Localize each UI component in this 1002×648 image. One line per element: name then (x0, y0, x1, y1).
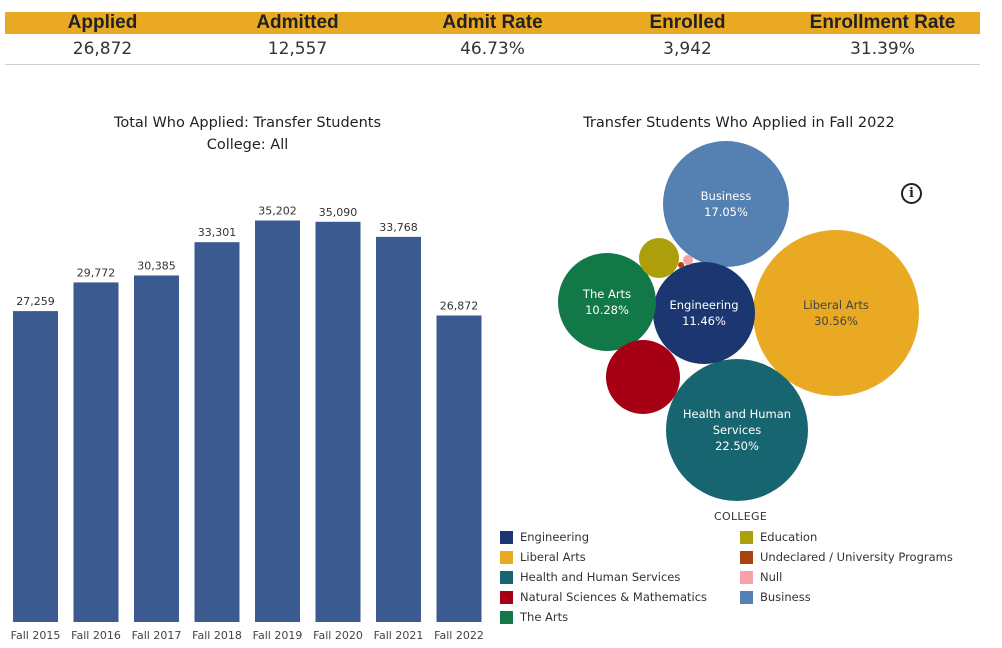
x-tick-label: Fall 2018 (192, 629, 242, 642)
bar-value-label: 29,772 (77, 266, 116, 279)
bar-fall-2017[interactable] (134, 275, 179, 622)
bubble-label: Services (713, 423, 762, 437)
bubble-engineering[interactable] (653, 262, 755, 364)
bubble-label: Business (701, 189, 752, 203)
bubble-label: The Arts (582, 287, 631, 301)
bubble-chart-title: Transfer Students Who Applied in Fall 20… (583, 115, 895, 131)
legend-item[interactable]: Engineering (500, 529, 589, 545)
legend-label: Health and Human Services (520, 570, 681, 584)
bar-fall-2016[interactable] (73, 282, 119, 622)
bubble-natural-sciences-mathematics[interactable] (606, 340, 680, 414)
bar-chart-title-block: Total Who Applied: Transfer Students Col… (0, 112, 495, 156)
bar-value-label: 33,301 (198, 226, 237, 239)
legend-item[interactable]: Health and Human Services (500, 569, 680, 585)
legend-label: The Arts (520, 610, 569, 624)
bubble-label: Engineering (670, 298, 739, 312)
bubble-business[interactable] (663, 141, 789, 267)
bar-value-label: 30,385 (137, 259, 176, 272)
kpi-header-row: Applied Admitted Admit Rate Enrolled Enr… (5, 12, 980, 34)
bubble-label: 17.05% (704, 205, 748, 219)
legend-label: Undeclared / University Programs (760, 550, 953, 564)
bubble-null[interactable] (683, 255, 693, 265)
legend-title: COLLEGE (714, 510, 768, 523)
kpi-value-admit-rate: 46.73% (460, 39, 525, 59)
legend-label: Natural Sciences & Mathematics (520, 590, 708, 604)
kpi-value-enrolled: 3,942 (663, 39, 712, 59)
legend-swatch (500, 590, 513, 604)
legend-label: Null (760, 570, 783, 584)
bubble-education[interactable] (639, 238, 679, 278)
x-tick-label: Fall 2020 (313, 629, 363, 642)
bubble-health-and-human-services[interactable] (666, 359, 808, 501)
bar-fall-2019[interactable] (255, 220, 300, 622)
bubble-label: Health and Human (683, 407, 791, 421)
kpi-value-admitted: 12,557 (267, 39, 328, 59)
bar-chart: 27,259 Fall 2015 29,772 Fall 2016 30,385 Fall… (11, 205, 484, 642)
legend-item[interactable]: Liberal Arts (500, 549, 586, 565)
bar-chart-subtitle: College: All (206, 137, 289, 153)
legend-swatch (740, 550, 753, 564)
legend-item[interactable]: Natural Sciences & Mathematics (500, 589, 707, 605)
bubble-undeclared-university-programs[interactable] (678, 262, 684, 268)
legend-label: Business (760, 590, 811, 604)
kpi-value-applied: 26,872 (72, 39, 133, 59)
legend-item[interactable]: Education (740, 529, 817, 545)
x-tick-label: Fall 2015 (11, 629, 61, 642)
kpi-label-enrolled: Enrolled (649, 12, 726, 33)
kpi-value-row: 26,872 12,557 46.73% 3,942 31.39% (5, 35, 980, 65)
info-circle-icon[interactable]: i (901, 183, 922, 204)
legend-swatch (500, 550, 513, 564)
kpi-label-admitted: Admitted (256, 12, 339, 33)
kpi-label-applied: Applied (67, 12, 138, 33)
bar-value-label: 26,872 (440, 300, 479, 313)
bubble-label: 22.50% (715, 439, 759, 453)
legend-item[interactable]: Undeclared / University Programs (740, 549, 953, 565)
bar-value-label: 33,768 (379, 221, 418, 234)
bar-fall-2021[interactable] (376, 236, 421, 622)
bubble-the-arts[interactable] (558, 253, 656, 351)
kpi-value-enrollment-rate: 31.39% (850, 39, 915, 59)
bar-value-label: 35,090 (319, 206, 358, 219)
bar-value-label: 35,202 (258, 205, 297, 218)
x-tick-label: Fall 2016 (71, 629, 121, 642)
x-tick-label: Fall 2019 (253, 629, 303, 642)
bar-value-label: 27,259 (16, 295, 55, 308)
legend-swatch (740, 570, 753, 584)
legend-swatch (500, 610, 513, 624)
bar-fall-2022[interactable] (436, 315, 482, 622)
legend-swatch (500, 570, 513, 584)
bubble-liberal-arts[interactable] (753, 230, 919, 396)
bar-chart-title: Total Who Applied: Transfer Students (113, 115, 382, 131)
bubble-chart: Liberal Arts 30.56% Health and Human Servic… (558, 141, 919, 501)
bar-fall-2015[interactable] (13, 311, 58, 622)
legend-label: Engineering (520, 530, 589, 544)
x-tick-label: Fall 2022 (434, 629, 484, 642)
bubble-legend: Engineering Liberal Arts Health and Human … (500, 529, 980, 629)
legend-item[interactable]: Null (740, 569, 782, 585)
legend-swatch (500, 530, 513, 544)
bubble-label: 11.46% (682, 314, 726, 328)
x-tick-label: Fall 2021 (374, 629, 424, 642)
kpi-label-enrollment-rate: Enrollment Rate (809, 12, 956, 33)
legend-label: Education (760, 530, 818, 544)
legend-swatch (740, 530, 753, 544)
legend-item[interactable]: The Arts (500, 609, 568, 625)
kpi-label-admit-rate: Admit Rate (442, 12, 543, 33)
bubble-label: Liberal Arts (803, 298, 869, 312)
bubble-label: 10.28% (585, 303, 629, 317)
bar-fall-2018[interactable] (194, 242, 240, 622)
bubble-label: 30.56% (814, 314, 858, 328)
legend-item[interactable]: Business (740, 589, 811, 605)
legend-label: Liberal Arts (520, 550, 586, 564)
x-tick-label: Fall 2017 (132, 629, 182, 642)
bar-fall-2020[interactable] (315, 221, 361, 622)
legend-swatch (740, 590, 753, 604)
